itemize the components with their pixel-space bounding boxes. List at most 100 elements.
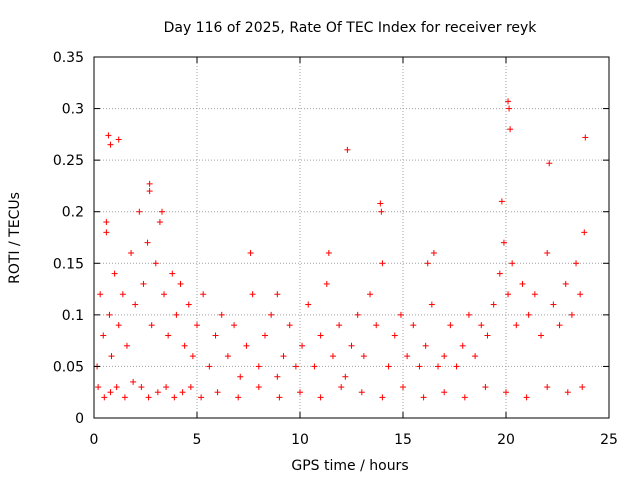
data-point (500, 239, 507, 246)
data-point (416, 363, 423, 370)
data-point (119, 291, 126, 298)
data-point (212, 332, 219, 339)
grid (94, 57, 609, 418)
data-point (391, 332, 398, 339)
data-points (94, 98, 589, 401)
data-point (161, 291, 168, 298)
data-point (513, 322, 520, 329)
data-point (435, 363, 442, 370)
data-point (478, 322, 485, 329)
data-point (185, 301, 192, 308)
data-point (317, 394, 324, 401)
data-point (97, 291, 104, 298)
data-point (165, 332, 172, 339)
data-point (523, 394, 530, 401)
data-point (101, 394, 108, 401)
data-point (274, 373, 281, 380)
data-point (280, 353, 287, 360)
data-point (158, 208, 165, 215)
data-point (145, 394, 152, 401)
data-point (154, 389, 161, 396)
data-point (581, 229, 588, 236)
data-point (255, 363, 262, 370)
data-point (130, 378, 137, 385)
data-point (323, 280, 330, 287)
x-tick-label: 10 (291, 432, 309, 448)
data-point (148, 322, 155, 329)
data-point (113, 384, 120, 391)
data-point (138, 384, 145, 391)
y-tick-label: 0.2 (62, 205, 84, 221)
data-point (325, 249, 332, 256)
data-point (484, 332, 491, 339)
data-point (420, 394, 427, 401)
x-tick-label: 0 (90, 432, 99, 448)
data-point (276, 394, 283, 401)
data-point (286, 322, 293, 329)
y-tick-label: 0.1 (62, 308, 84, 324)
data-point (428, 301, 435, 308)
data-point (447, 322, 454, 329)
y-tick-label: 0.25 (53, 153, 84, 169)
data-point (577, 291, 584, 298)
x-tick-label: 20 (497, 432, 515, 448)
data-point (498, 198, 505, 205)
data-point (108, 353, 115, 360)
data-point (317, 332, 324, 339)
data-point (506, 105, 513, 112)
data-point (181, 342, 188, 349)
data-point (378, 208, 385, 215)
data-point (179, 389, 186, 396)
data-point (187, 384, 194, 391)
data-point (400, 384, 406, 391)
data-point (358, 389, 365, 396)
y-tick-label: 0.15 (53, 256, 84, 272)
data-point (107, 141, 114, 148)
data-point (132, 301, 139, 308)
axis-ticks: 0 5 10 15 20 25 0 0.05 0.1 0.15 0.2 0.25 0.3 0.35 (53, 50, 618, 448)
data-point (297, 389, 303, 396)
data-point (544, 384, 551, 391)
data-point (171, 394, 178, 401)
data-point (544, 249, 551, 256)
data-point (194, 322, 200, 329)
data-point (163, 384, 170, 391)
data-point (404, 353, 411, 360)
data-point (550, 301, 557, 308)
data-point (385, 363, 392, 370)
x-axis-title: GPS time / hours (291, 458, 408, 474)
data-point (377, 200, 384, 207)
data-point (156, 219, 163, 226)
data-point (152, 260, 159, 267)
data-point (441, 353, 448, 360)
data-point (144, 239, 151, 246)
data-point (105, 132, 112, 139)
y-tick-label: 0.05 (53, 359, 84, 375)
data-point (531, 291, 538, 298)
data-point (136, 208, 143, 215)
y-axis-title: ROTI / TECUs (7, 192, 23, 284)
data-point (261, 332, 268, 339)
data-point (311, 363, 318, 370)
data-point (507, 126, 514, 133)
data-point (379, 394, 386, 401)
data-point (146, 180, 153, 187)
data-point (459, 342, 466, 349)
data-point (367, 291, 374, 298)
data-point (505, 291, 512, 298)
data-point (354, 311, 361, 318)
data-point (177, 280, 184, 287)
data-point (482, 384, 489, 391)
data-point (235, 394, 242, 401)
data-point (107, 389, 114, 396)
data-point (224, 353, 231, 360)
data-point (243, 342, 250, 349)
data-point (121, 394, 128, 401)
data-point (348, 342, 355, 349)
y-tick-label: 0.3 (62, 102, 84, 118)
data-point (342, 373, 349, 380)
data-point (169, 270, 176, 277)
data-point (111, 270, 118, 277)
data-point (128, 249, 135, 256)
data-point (503, 389, 509, 396)
